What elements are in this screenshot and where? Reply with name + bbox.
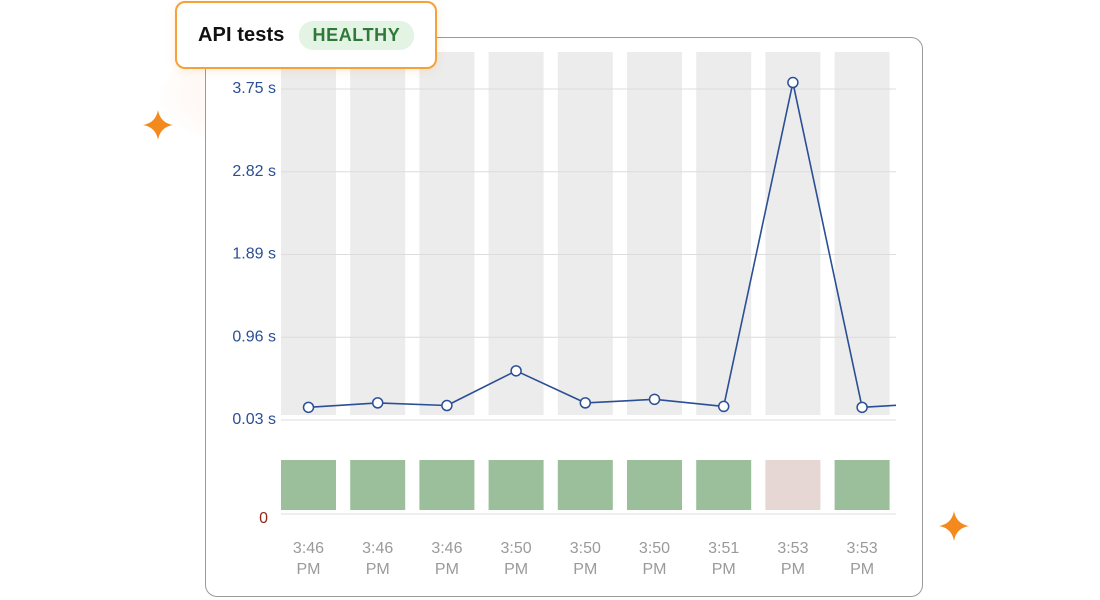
x-tick-label: PM [573, 561, 597, 578]
run-column-bg [419, 52, 475, 415]
run-column-bg [834, 52, 890, 415]
data-point [371, 397, 384, 409]
x-tick-label: PM [366, 561, 390, 578]
run-column-bg [488, 52, 544, 415]
sparkle-icon [939, 511, 969, 541]
y-tick-label: 0.96 s [232, 328, 276, 345]
x-tick-label: 3:46 [362, 540, 393, 557]
run-column-bg [557, 52, 613, 415]
status-block-pass [696, 460, 752, 510]
status-badge: HEALTHY [298, 20, 415, 50]
data-point [648, 393, 661, 406]
run-column-bg [281, 52, 336, 415]
status-block-pass [488, 460, 544, 510]
status-block-pass [627, 460, 682, 510]
data-point [717, 400, 730, 413]
data-point [441, 399, 453, 412]
run-column-bg [696, 52, 752, 415]
x-tick-label: 3:46 [293, 540, 324, 557]
status-block-fail [765, 460, 821, 510]
data-point [579, 397, 592, 409]
response-time-line [308, 81, 897, 409]
x-tick-label: PM [781, 561, 805, 578]
y-tick-label: 1.89 s [232, 246, 276, 263]
x-tick-label: 3:51 [708, 540, 739, 557]
sparkle-icon [143, 110, 173, 140]
y-tick-label: 3.75 s [232, 80, 276, 97]
widget-title: API tests [198, 23, 285, 46]
response-time-chart: 3.75 s 2.82 s 1.89 s 0.96 s 0.03 s 0 3:46 PM 3:4… [232, 52, 897, 578]
data-point [856, 401, 868, 414]
run-column-bg [350, 52, 406, 415]
run-column-bg [627, 52, 682, 415]
status-block-pass [281, 460, 336, 510]
x-tick-label: 3:50 [639, 540, 670, 557]
status-block-pass [834, 460, 890, 510]
status-block-pass [557, 460, 613, 510]
y-tick-label: 2.82 s [232, 163, 276, 180]
run-column-bg [765, 52, 821, 415]
widget-header: API tests HEALTHY [175, 1, 437, 69]
data-point [302, 401, 315, 414]
x-tick-label: PM [297, 561, 321, 578]
x-tick-label: PM [712, 561, 736, 578]
x-tick-label: PM [643, 561, 667, 578]
response-time-chart-card: 3.75 s 2.82 s 1.89 s 0.96 s 0.03 s 0 3:46 PM 3:4… [205, 37, 923, 597]
status-block-pass [350, 460, 406, 510]
data-point [510, 365, 522, 377]
x-tick-label: PM [850, 561, 874, 578]
status-block-pass [419, 460, 475, 510]
x-tick-label: 3:50 [501, 540, 532, 557]
status-axis-label: 0 [259, 510, 268, 527]
y-tick-label: 0.03 s [232, 411, 276, 428]
x-tick-label: 3:46 [431, 540, 462, 557]
x-tick-label: 3:50 [570, 540, 601, 557]
x-tick-label: PM [504, 561, 528, 578]
x-tick-label: 3:53 [847, 540, 878, 557]
x-tick-label: PM [435, 561, 459, 578]
x-tick-label: 3:53 [777, 540, 808, 557]
data-point [787, 76, 799, 89]
